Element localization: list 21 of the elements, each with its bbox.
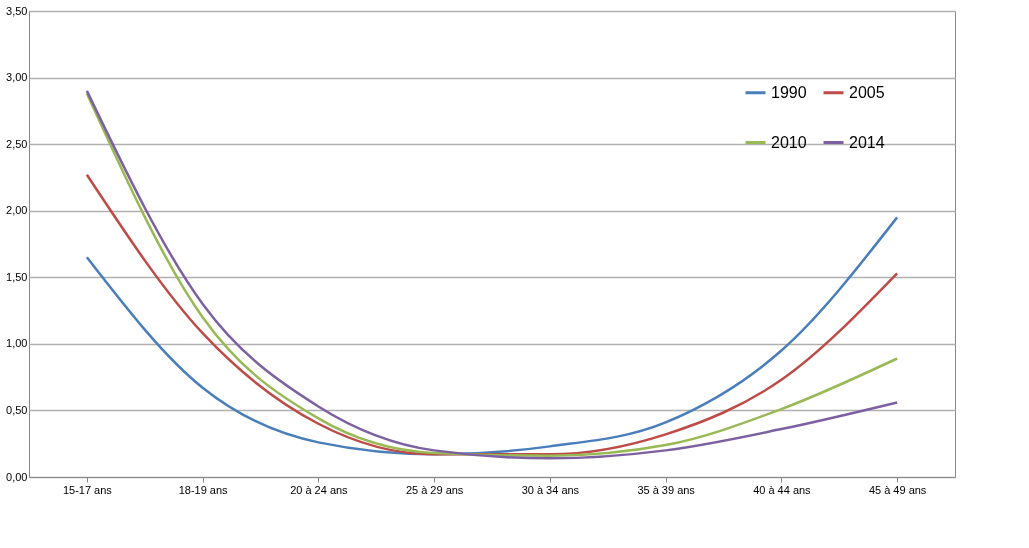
y-tick-label: 2,00 (6, 204, 28, 217)
y-tick-label: 1,50 (6, 270, 28, 283)
y-tick-label: 1,00 (6, 337, 28, 350)
x-tick-label: 35 à 39 ans (637, 483, 696, 496)
x-tick-label: 30 à 34 ans (521, 483, 580, 496)
legend-label: 2010 (771, 133, 807, 151)
x-tick-label: 25 à 29 ans (405, 483, 464, 496)
legend-label: 2014 (849, 133, 885, 151)
line-series (85, 216, 899, 456)
y-tick-label: 0,50 (6, 403, 28, 416)
legend-label: 1990 (771, 83, 807, 101)
x-tick-label: 18-19 ans (178, 483, 229, 496)
y-tick-label: 3,50 (6, 4, 28, 17)
y-tick-label: 3,00 (6, 71, 28, 84)
x-tick-label: 15-17 ans (62, 483, 113, 496)
y-tick-label: 2,50 (6, 137, 28, 150)
x-tick-label: 45 à 49 ans (868, 483, 927, 496)
legend-label: 2005 (849, 83, 885, 101)
x-tick-label: 40 à 44 ans (753, 483, 812, 496)
x-tick-label: 20 à 24 ans (290, 483, 349, 496)
y-tick-label: 0,00 (6, 470, 28, 483)
